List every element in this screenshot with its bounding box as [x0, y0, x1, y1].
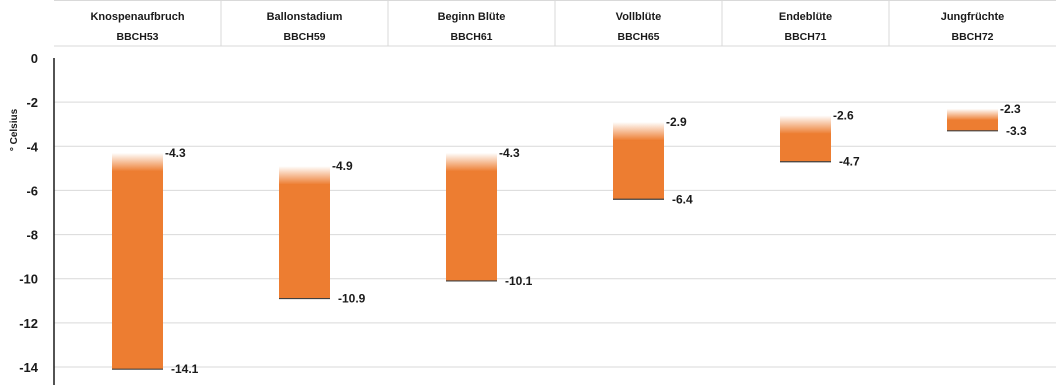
bar-top-label: -2.3	[1000, 102, 1021, 116]
bar-bottom-label: -4.7	[839, 155, 860, 169]
range-bar	[780, 133, 831, 162]
range-bar	[112, 170, 163, 370]
stage-name: Jungfrüchte	[941, 11, 1005, 23]
y-tick-label: -10	[19, 272, 38, 287]
bar-bottom-label: -10.9	[338, 292, 366, 306]
stage-code: BBCH59	[283, 31, 325, 43]
range-bar-fade	[112, 152, 163, 172]
range-bar	[279, 184, 330, 299]
gridlines	[54, 101, 1056, 368]
range-bar-fade	[446, 152, 497, 172]
range-bar-fade	[780, 115, 831, 134]
stage-code: BBCH61	[450, 31, 492, 43]
range-bar-fade	[279, 166, 330, 185]
bar-top-label: -4.9	[332, 159, 353, 173]
stage-name: Vollblüte	[616, 11, 662, 23]
y-axis: ° Celsius 0 -2 -4 -6 -8 -10 -12 -14	[9, 51, 55, 385]
stage-code: BBCH65	[617, 31, 659, 43]
y-tick-label: -8	[26, 228, 38, 243]
bar-bottom-label: -14.1	[171, 362, 199, 376]
stage-name: Endeblüte	[779, 11, 832, 23]
range-bar	[446, 170, 497, 281]
range-bar	[613, 140, 664, 200]
y-tick-label: -14	[19, 360, 39, 375]
stage-code: BBCH53	[116, 31, 158, 43]
stage-code: BBCH71	[784, 31, 826, 43]
range-bar	[947, 119, 998, 131]
y-tick-label: -4	[26, 139, 38, 154]
range-bar-fade	[613, 122, 664, 141]
y-axis-title: ° Celsius	[9, 108, 20, 151]
bar-bottom-label: -6.4	[672, 192, 693, 206]
bar-top-label: -4.3	[499, 146, 520, 160]
bar-top-label: -4.3	[165, 146, 186, 160]
bar-top-label: -2.6	[833, 108, 854, 122]
stage-name: Knospenaufbruch	[90, 11, 184, 23]
y-tick-label: -6	[26, 183, 38, 198]
stage-name: Beginn Blüte	[438, 11, 506, 23]
stage-name: Ballonstadium	[267, 11, 343, 23]
y-tick-label: -2	[26, 95, 38, 110]
y-tick-label: -12	[19, 316, 38, 331]
bar-bottom-label: -10.1	[505, 274, 533, 288]
y-tick-label: 0	[31, 51, 38, 66]
stage-code: BBCH72	[951, 31, 993, 43]
stage-header: Knospenaufbruch BBCH53 Ballonstadium BBCH59…	[54, 0, 1056, 47]
range-bars: -4.3 -14.1 -4.9 -10.9 -4.3 -10.1 -2.9 -6.4 -2.6 -…	[112, 102, 1027, 376]
bar-bottom-label: -3.3	[1006, 124, 1027, 138]
bar-top-label: -2.9	[666, 115, 687, 129]
range-bar-fade	[947, 108, 998, 121]
